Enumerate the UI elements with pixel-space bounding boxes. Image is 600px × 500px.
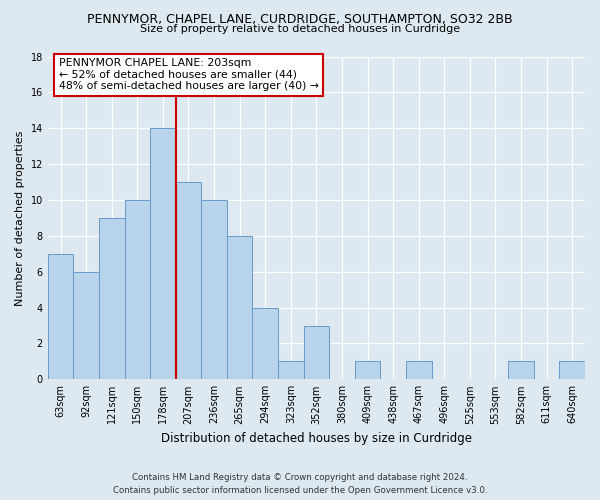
Bar [278,362,304,380]
Text: PENNYMOR CHAPEL LANE: 203sqm
← 52% of detached houses are smaller (44)
48% of se: PENNYMOR CHAPEL LANE: 203sqm ← 52% of de… [59,58,319,92]
Bar [48,254,73,380]
Text: PENNYMOR, CHAPEL LANE, CURDRIDGE, SOUTHAMPTON, SO32 2BB: PENNYMOR, CHAPEL LANE, CURDRIDGE, SOUTHA… [87,12,513,26]
Bar [406,362,431,380]
Bar [227,236,253,380]
Bar [99,218,125,380]
Text: Contains HM Land Registry data © Crown copyright and database right 2024.
Contai: Contains HM Land Registry data © Crown c… [113,474,487,495]
Bar [201,200,227,380]
Bar [176,182,201,380]
Bar [253,308,278,380]
Text: Size of property relative to detached houses in Curdridge: Size of property relative to detached ho… [140,24,460,34]
Bar [508,362,534,380]
Bar [150,128,176,380]
Bar [125,200,150,380]
Bar [73,272,99,380]
Y-axis label: Number of detached properties: Number of detached properties [15,130,25,306]
Bar [304,326,329,380]
Bar [559,362,585,380]
X-axis label: Distribution of detached houses by size in Curdridge: Distribution of detached houses by size … [161,432,472,445]
Bar [355,362,380,380]
